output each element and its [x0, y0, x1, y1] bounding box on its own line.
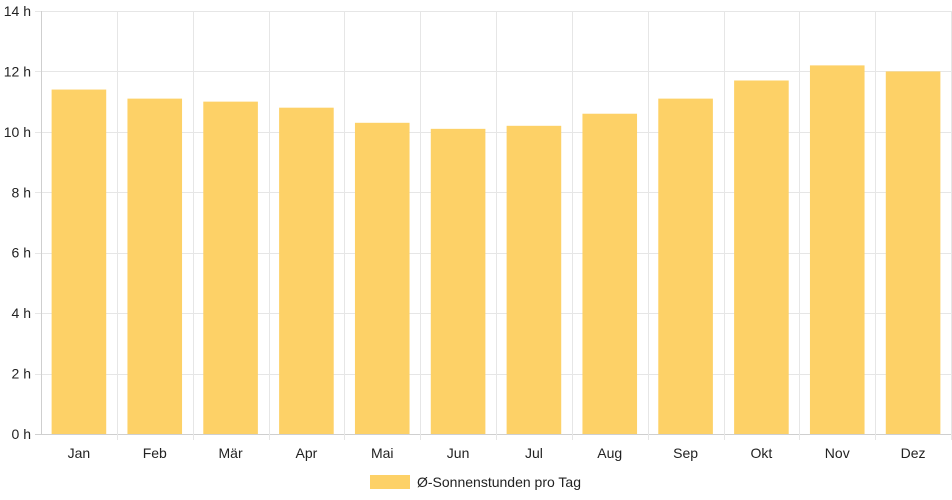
- legend-label[interactable]: Ø-Sonnenstunden pro Tag: [417, 474, 581, 490]
- x-axis-ticks: Jan Feb Mär Apr Mai Jun Jul Aug Sep Okt Nov Dez: [68, 445, 926, 461]
- grid: [35, 11, 952, 440]
- bar-jul[interactable]: [506, 125, 562, 435]
- bar-mär[interactable]: [203, 101, 258, 435]
- bar-nov[interactable]: [809, 65, 865, 434]
- y-tick-label: 0 h: [12, 426, 31, 442]
- y-tick-label: 4 h: [12, 305, 31, 321]
- bar-mai[interactable]: [354, 122, 410, 435]
- bar-feb[interactable]: [127, 98, 183, 434]
- x-tick-label: Sep: [673, 445, 698, 461]
- y-tick-label: 6 h: [12, 245, 31, 261]
- y-tick-label: 10 h: [4, 124, 31, 140]
- x-tick-label: Mär: [219, 445, 243, 461]
- bar-dez[interactable]: [885, 71, 941, 434]
- x-tick-label: Okt: [751, 445, 773, 461]
- bar-sep[interactable]: [658, 98, 713, 434]
- y-tick-label: 2 h: [12, 366, 31, 382]
- y-tick-label: 8 h: [12, 184, 31, 200]
- x-tick-label: Nov: [825, 445, 850, 461]
- legend[interactable]: Ø-Sonnenstunden pro Tag: [370, 474, 581, 490]
- bar-jun[interactable]: [430, 128, 486, 435]
- x-tick-label: Feb: [143, 445, 167, 461]
- x-tick-label: Jun: [447, 445, 470, 461]
- bar-okt[interactable]: [734, 80, 789, 434]
- y-tick-label: 12 h: [4, 63, 31, 79]
- bar-apr[interactable]: [279, 107, 334, 434]
- y-axis-ticks: 0 h 2 h 4 h 6 h 8 h 10 h 12 h 14 h: [4, 3, 31, 442]
- x-tick-label: Jul: [525, 445, 543, 461]
- bars: [51, 65, 941, 435]
- x-tick-label: Apr: [296, 445, 318, 461]
- legend-swatch[interactable]: [370, 475, 410, 489]
- x-tick-label: Mai: [371, 445, 394, 461]
- y-tick-label: 14 h: [4, 3, 31, 19]
- x-tick-label: Jan: [68, 445, 91, 461]
- bar-aug[interactable]: [582, 113, 638, 434]
- x-tick-label: Dez: [901, 445, 926, 461]
- x-tick-label: Aug: [597, 445, 622, 461]
- bar-jan[interactable]: [51, 89, 107, 435]
